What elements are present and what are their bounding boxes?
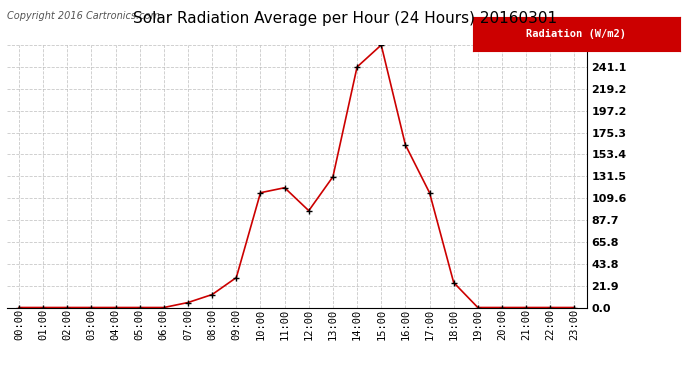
Text: Solar Radiation Average per Hour (24 Hours) 20160301: Solar Radiation Average per Hour (24 Hou… [133,11,557,26]
Text: Radiation (W/m2): Radiation (W/m2) [526,29,626,39]
Text: Copyright 2016 Cartronics.com: Copyright 2016 Cartronics.com [7,11,160,21]
